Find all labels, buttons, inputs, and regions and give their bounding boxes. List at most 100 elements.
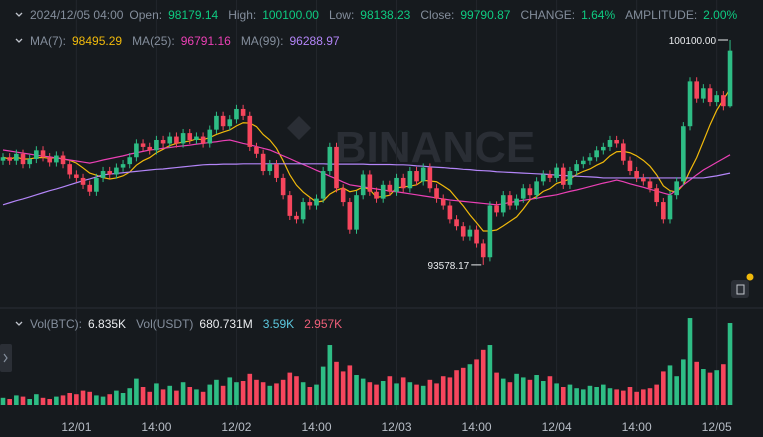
candle-body xyxy=(94,177,99,192)
candle-body xyxy=(634,171,639,178)
tool-icon xyxy=(736,284,745,295)
candle-body xyxy=(360,174,366,196)
ma-line xyxy=(2,139,731,206)
candle-body xyxy=(434,188,439,199)
volume-bar xyxy=(400,377,406,405)
candle-body xyxy=(701,88,706,99)
volume-bar xyxy=(180,382,186,405)
volume-bar xyxy=(627,387,633,405)
volume-bar xyxy=(194,389,199,405)
candle-body xyxy=(267,164,273,172)
volume-bar xyxy=(540,381,546,405)
expand-icon xyxy=(3,353,8,363)
candle-body xyxy=(507,195,513,206)
candle-body xyxy=(87,184,93,192)
candle-body xyxy=(0,157,6,161)
candle-body xyxy=(120,164,126,168)
candle-body xyxy=(227,119,233,127)
header-row: 2024/12/05 04:00 Open: 98179.14 High: 10010… xyxy=(14,8,741,22)
x-tick-label: 12/03 xyxy=(382,420,412,434)
candle-body xyxy=(714,95,719,103)
candle-body xyxy=(334,146,339,189)
x-tick-label: 12/02 xyxy=(221,420,251,434)
candle-body xyxy=(467,229,473,237)
volume-bar xyxy=(220,385,226,405)
volume-bar xyxy=(147,391,153,405)
volume-bar xyxy=(280,379,286,405)
volume-bar xyxy=(447,377,453,405)
x-tick-label: 12/05 xyxy=(702,420,732,434)
volume-bar xyxy=(227,377,233,405)
volume-bar xyxy=(594,387,599,405)
volume-bar xyxy=(474,359,479,405)
candle-body xyxy=(20,153,26,165)
volume-bar xyxy=(260,382,266,405)
candle-body xyxy=(641,177,646,182)
volume-bar xyxy=(267,385,273,405)
candle-body xyxy=(647,181,653,189)
volume-bar xyxy=(420,385,426,405)
volume-bar xyxy=(20,396,26,405)
candle-body xyxy=(214,115,219,130)
candle-body xyxy=(414,171,419,182)
candle-body xyxy=(240,108,246,116)
volume-bar xyxy=(654,384,659,405)
collapse-icon[interactable] xyxy=(14,10,24,20)
volume-bar xyxy=(560,387,566,405)
candle-body xyxy=(274,164,279,178)
volume-bar xyxy=(287,372,293,405)
x-tick-label: 12/04 xyxy=(542,420,572,434)
candle-body xyxy=(721,95,726,107)
tool-badge xyxy=(746,273,754,281)
header-label: High: xyxy=(228,8,257,22)
header-value: 2.00% xyxy=(703,8,738,22)
candle-body xyxy=(580,160,586,165)
candle-body xyxy=(500,195,506,213)
volume-bar xyxy=(467,364,473,405)
header-label: Close: xyxy=(420,8,455,22)
header-value: 1.64% xyxy=(581,8,616,22)
candle-body xyxy=(454,219,459,227)
candle-body xyxy=(67,164,72,175)
volume-bar xyxy=(14,395,19,405)
volume-bar xyxy=(94,395,99,405)
volume-bar xyxy=(60,395,66,405)
candle-body xyxy=(480,243,486,258)
candle-body xyxy=(80,177,86,185)
volume-bar xyxy=(67,393,72,405)
volume-bar xyxy=(307,387,313,405)
volume-bar xyxy=(247,373,253,405)
candle-body xyxy=(400,177,406,189)
candle-body xyxy=(14,153,19,161)
expand-button[interactable] xyxy=(0,344,12,372)
legend-value: 98495.29 xyxy=(72,34,123,48)
volume-bar xyxy=(440,376,446,405)
volume-bar xyxy=(360,378,366,405)
volume-bar xyxy=(694,361,699,405)
candle-body xyxy=(534,181,539,196)
volume-bar xyxy=(634,391,639,405)
candle-body xyxy=(167,136,173,144)
volume-bar xyxy=(414,384,419,405)
collapse-icon[interactable] xyxy=(14,319,24,329)
candle-body xyxy=(607,140,613,147)
collapse-icon[interactable] xyxy=(14,36,24,46)
candle-body xyxy=(154,140,159,151)
volume-bar xyxy=(574,388,579,405)
volume-bar xyxy=(554,383,559,405)
x-tick-label: 14:00 xyxy=(141,420,171,434)
volume-bar xyxy=(641,389,646,405)
candle-body xyxy=(200,136,206,144)
volume-bar xyxy=(234,382,239,405)
ma-line xyxy=(2,163,731,206)
volume-bar xyxy=(120,393,126,405)
candle-body xyxy=(54,155,59,163)
header-label: AMPLITUDE: xyxy=(625,8,698,22)
candle-body xyxy=(487,205,493,258)
volume-bar xyxy=(480,349,486,405)
candle-body xyxy=(514,198,519,206)
volume-bar xyxy=(174,390,179,405)
candle-body xyxy=(134,143,139,158)
tool-button[interactable] xyxy=(731,280,749,298)
volume-bar xyxy=(240,381,246,405)
